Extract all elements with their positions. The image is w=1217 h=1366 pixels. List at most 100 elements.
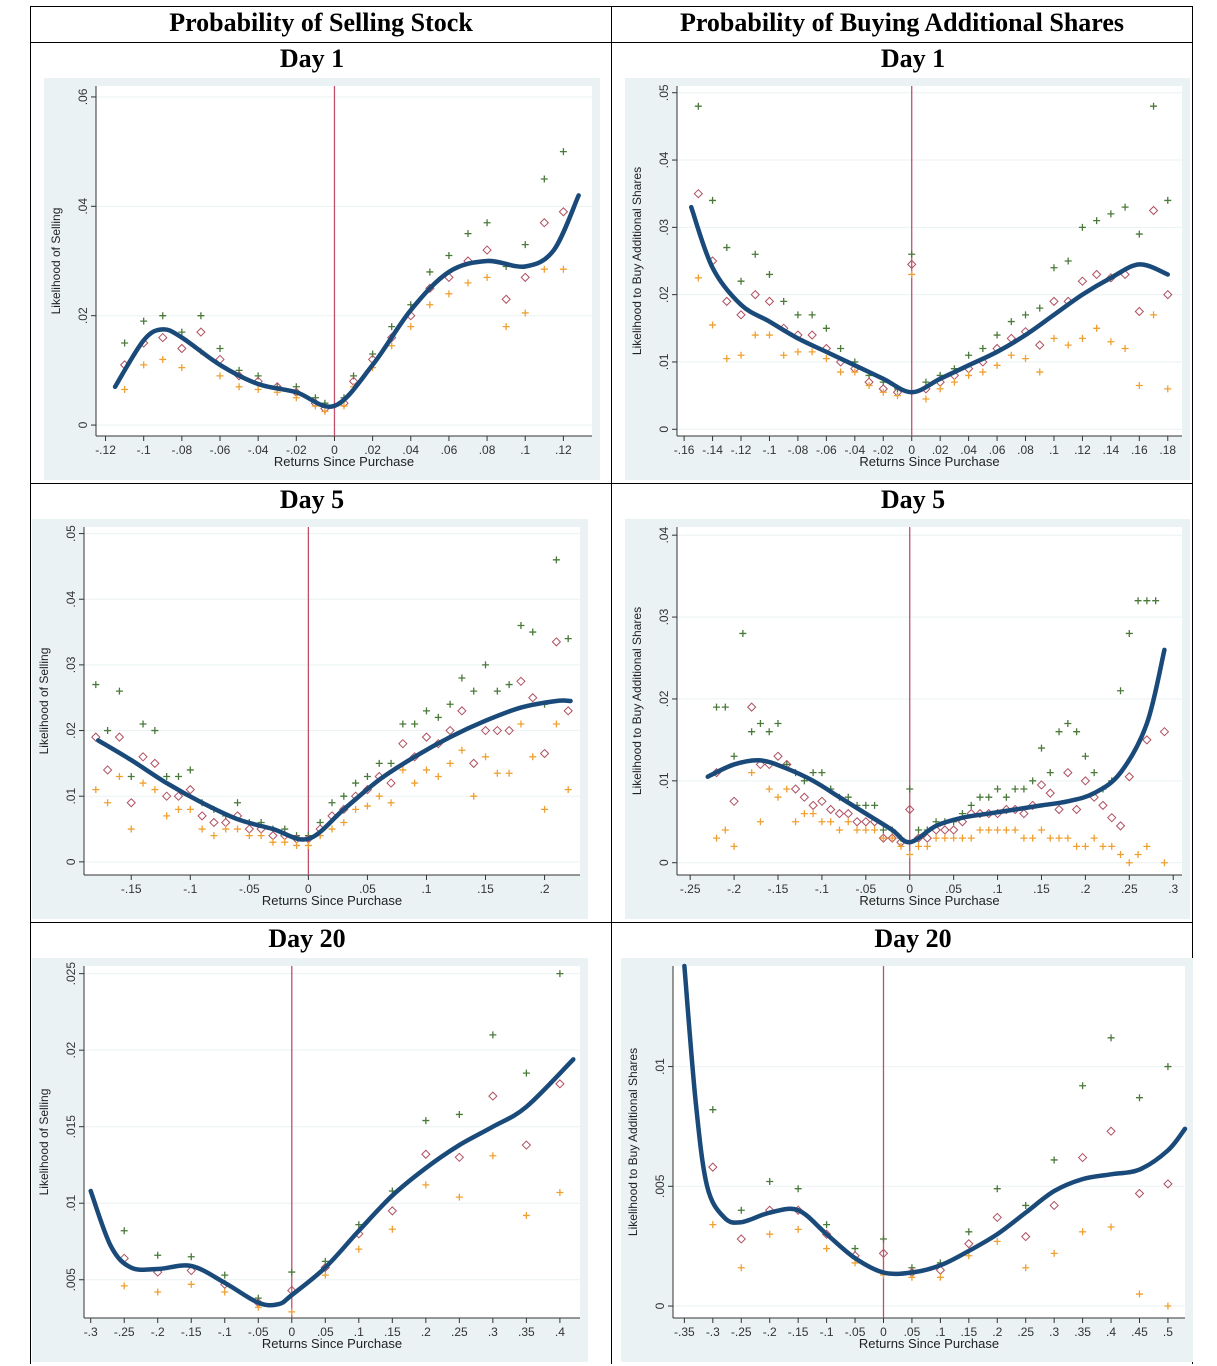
orange-plus-point bbox=[922, 395, 930, 403]
chart-title: Day 20 bbox=[268, 924, 346, 953]
green-plus-point bbox=[766, 1178, 774, 1186]
diamond-point bbox=[457, 706, 467, 716]
green-plus-point bbox=[127, 773, 135, 781]
orange-plus-point bbox=[906, 851, 914, 859]
orange-plus-point bbox=[221, 1288, 229, 1296]
orange-plus-point bbox=[483, 273, 491, 281]
green-plus-point bbox=[422, 707, 430, 715]
green-plus-point bbox=[340, 792, 348, 800]
fitted-curve bbox=[688, 204, 1171, 395]
orange-plus-point bbox=[809, 810, 817, 818]
diamond-point bbox=[551, 637, 562, 647]
diamond-point bbox=[186, 1265, 196, 1276]
diamond-point bbox=[1035, 340, 1045, 350]
orange-plus-point bbox=[1099, 842, 1107, 850]
orange-plus-point bbox=[151, 786, 159, 794]
table-border-right bbox=[1192, 6, 1193, 1364]
diamond-point bbox=[764, 296, 775, 307]
orange-plus-point bbox=[1121, 345, 1129, 352]
orange-plus-point bbox=[862, 826, 870, 834]
x-axis-label: Returns Since Purchase bbox=[262, 893, 402, 908]
green-plus-point bbox=[967, 801, 975, 809]
green-plus-point bbox=[1135, 230, 1143, 238]
diamond-point bbox=[126, 798, 136, 808]
orange-plus-point bbox=[517, 720, 525, 728]
orange-plus-point bbox=[967, 834, 975, 842]
orange-plus-point bbox=[411, 779, 419, 787]
diamond-point bbox=[1077, 1152, 1088, 1163]
orange-plus-point bbox=[127, 825, 135, 833]
orange-plus-point bbox=[235, 383, 243, 391]
diamond-point bbox=[480, 725, 491, 736]
x-tick-label: -.2 bbox=[727, 882, 741, 896]
orange-plus-point bbox=[522, 1211, 530, 1219]
orange-plus-point bbox=[908, 1273, 916, 1281]
green-plus-point bbox=[140, 317, 148, 325]
green-plus-point bbox=[1011, 785, 1019, 793]
diamond-point bbox=[1106, 1126, 1116, 1136]
green-plus-point bbox=[120, 1227, 128, 1235]
y-tick-label: .02 bbox=[64, 722, 78, 739]
diamond-point bbox=[528, 693, 538, 703]
x-tick-label: -.1 bbox=[762, 443, 776, 457]
diamond-point bbox=[1091, 269, 1102, 280]
fitted-curve bbox=[705, 647, 1167, 845]
x-tick-label: .14 bbox=[1103, 443, 1120, 457]
green-plus-point bbox=[369, 350, 377, 358]
x-tick-label: .12 bbox=[555, 443, 572, 457]
green-plus-point bbox=[756, 720, 764, 728]
green-plus-point bbox=[1090, 769, 1098, 777]
green-plus-point bbox=[178, 328, 186, 336]
x-tick-label: .3 bbox=[1049, 1325, 1059, 1339]
green-plus-point bbox=[765, 728, 773, 736]
green-plus-point bbox=[559, 148, 567, 156]
orange-plus-point bbox=[446, 759, 454, 767]
green-plus-point bbox=[906, 785, 914, 793]
orange-plus-point bbox=[774, 793, 782, 801]
x-tick-label: .04 bbox=[960, 443, 977, 457]
x-tick-label: .15 bbox=[477, 882, 494, 896]
x-tick-label: .16 bbox=[1131, 443, 1148, 457]
orange-plus-point bbox=[529, 753, 537, 761]
orange-plus-point bbox=[1073, 842, 1081, 850]
y-tick-label: .03 bbox=[657, 219, 671, 236]
green-plus-point bbox=[375, 759, 383, 767]
green-plus-point bbox=[739, 629, 747, 637]
green-plus-point bbox=[694, 102, 702, 110]
chart-title: Day 1 bbox=[880, 44, 946, 73]
green-plus-point bbox=[328, 799, 336, 807]
diamond-point bbox=[905, 804, 915, 815]
y-tick-label: .04 bbox=[657, 151, 671, 168]
diamond-point bbox=[558, 207, 569, 217]
x-tick-label: -.1 bbox=[815, 882, 829, 896]
diamond-point bbox=[492, 725, 503, 736]
x-tick-label: -.16 bbox=[674, 443, 695, 457]
panel-sell-day20: Day 20 .005 .01 .015 .02 .025 -.3 -.25 -.2 -.15 -… bbox=[32, 924, 610, 1364]
orange-plus-point bbox=[1117, 851, 1125, 859]
diamond-point bbox=[878, 1248, 889, 1259]
diamond-point bbox=[1163, 1179, 1173, 1189]
orange-plus-point bbox=[254, 386, 262, 394]
green-plus-point bbox=[1022, 311, 1030, 319]
orange-plus-point bbox=[808, 348, 816, 356]
x-tick-label: -.06 bbox=[210, 443, 231, 457]
orange-plus-point bbox=[765, 785, 773, 793]
header-buying: Probability of Buying Additional Shares bbox=[679, 8, 1125, 37]
x-tick-label: -.1 bbox=[218, 1325, 232, 1339]
diamond-point bbox=[398, 738, 408, 749]
x-tick-label: .1 bbox=[520, 443, 530, 457]
orange-plus-point bbox=[827, 818, 835, 826]
y-tick-label: 0 bbox=[657, 859, 671, 866]
green-plus-point bbox=[1150, 102, 1158, 110]
green-plus-point bbox=[1164, 196, 1172, 204]
diamond-point bbox=[773, 751, 783, 761]
x-tick-label: 0 bbox=[906, 882, 913, 896]
green-plus-point bbox=[163, 773, 171, 781]
green-plus-point bbox=[823, 1221, 831, 1229]
green-plus-point bbox=[976, 793, 984, 801]
green-plus-point bbox=[352, 779, 360, 787]
x-axis-label: Returns Since Purchase bbox=[262, 1336, 402, 1351]
diamond-point bbox=[1142, 735, 1152, 745]
orange-plus-point bbox=[792, 818, 800, 826]
x-tick-label: 0 bbox=[880, 1325, 887, 1339]
